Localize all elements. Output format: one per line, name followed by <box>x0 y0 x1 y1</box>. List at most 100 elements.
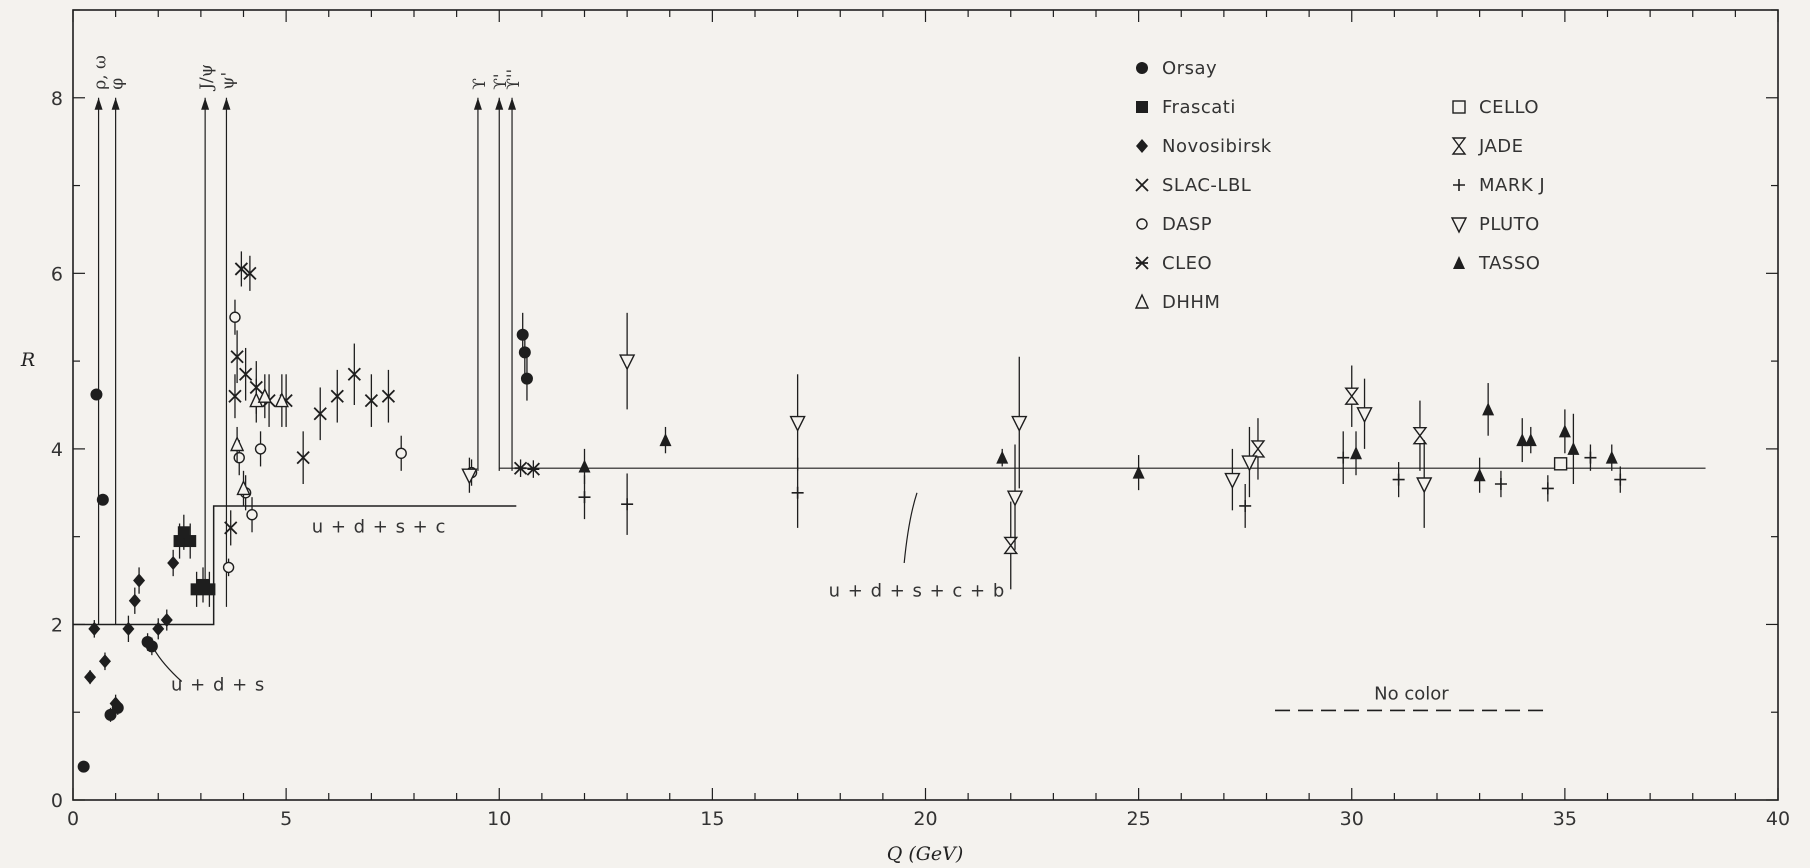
legend: Orsay Frascati Novosibirsk SLAC-LBL DASP CLEO… <box>1134 58 1545 313</box>
resonance-label: ϒ <box>470 78 490 90</box>
marker <box>167 556 180 570</box>
marker <box>1132 465 1145 479</box>
marker <box>222 561 235 574</box>
marker <box>1567 441 1580 455</box>
marker <box>145 640 158 653</box>
series-slac-lbl <box>224 251 396 546</box>
x-tick-label: 20 <box>913 808 937 830</box>
legend-item: TASSO <box>1453 253 1540 274</box>
series-cello <box>1553 457 1568 471</box>
series-cleo <box>513 459 540 478</box>
step-label-pointer <box>153 648 183 682</box>
marker <box>98 654 111 669</box>
marker <box>789 415 806 433</box>
marker <box>1011 415 1028 433</box>
marker <box>230 435 245 452</box>
legend-label: SLAC-LBL <box>1162 175 1251 196</box>
marker <box>578 491 591 504</box>
marker <box>364 393 379 408</box>
data-points <box>77 251 1627 773</box>
marker <box>160 613 173 628</box>
axes: 0 5 10 15 20 25 30 35 40 0 2 4 6 8 <box>51 9 1790 830</box>
marker <box>122 621 135 636</box>
x-tick-label: 30 <box>1340 808 1364 830</box>
series-tasso <box>578 383 1618 493</box>
marker <box>618 354 636 371</box>
marker <box>513 461 528 475</box>
legend-label: JADE <box>1478 136 1524 157</box>
legend-item: Frascati <box>1136 97 1235 118</box>
legend-item: Novosibirsk <box>1136 136 1271 157</box>
marker <box>296 451 310 465</box>
y-tick-label: 6 <box>51 263 63 285</box>
marker <box>229 311 241 323</box>
resonance-arrowhead <box>111 97 120 110</box>
marker <box>1136 62 1148 74</box>
quark-steps: u + d + s u + d + s + c u + d + s + c + b N… <box>73 467 1706 712</box>
legend-item: PLUTO <box>1450 214 1540 235</box>
series-orsay <box>77 312 533 773</box>
step-label-2: u + d + s + c + b <box>829 580 1006 601</box>
marker <box>1337 451 1350 464</box>
legend-item: SLAC-LBL <box>1135 175 1251 196</box>
legend-label: Orsay <box>1162 58 1217 79</box>
marker <box>234 262 249 276</box>
legend-label: CELLO <box>1479 97 1539 118</box>
marker <box>90 388 103 401</box>
y-tick-label: 8 <box>51 88 63 110</box>
marker <box>1541 482 1554 495</box>
marker <box>133 573 146 588</box>
marker <box>1451 137 1467 155</box>
legend-item: DHHM <box>1134 292 1220 313</box>
x-tick-label: 15 <box>700 808 724 830</box>
marker <box>1553 457 1568 471</box>
y-tick-label: 2 <box>51 614 63 636</box>
resonance-arrowhead <box>508 97 517 110</box>
marker <box>1412 427 1428 445</box>
marker <box>128 593 141 608</box>
x-tick-label: 40 <box>1766 808 1790 830</box>
marker <box>1494 478 1507 490</box>
marker <box>238 367 253 381</box>
series-jade <box>1003 365 1428 590</box>
series-pluto <box>461 312 1433 550</box>
marker <box>257 387 272 403</box>
marker <box>461 468 478 485</box>
marker <box>230 350 244 364</box>
marker <box>1584 451 1597 464</box>
resonance-label: ϒ' <box>491 73 511 89</box>
marker <box>152 621 165 636</box>
step-label-pointer <box>903 492 918 564</box>
resonance-arrowhead <box>94 97 103 110</box>
marker <box>1453 256 1465 269</box>
marker <box>1605 450 1618 464</box>
marker <box>1450 217 1468 234</box>
marker <box>347 367 361 381</box>
marker <box>1516 433 1529 447</box>
resonance-label: φ <box>108 78 128 90</box>
resonance-label: ϒ'' <box>504 69 524 90</box>
x-axis-label: Q (GeV) <box>887 843 964 865</box>
marker <box>1239 499 1252 512</box>
marker <box>1241 455 1258 472</box>
x-tick-label: 0 <box>67 808 79 830</box>
plot-frame <box>72 9 1779 801</box>
marker <box>1135 256 1149 270</box>
marker <box>1453 179 1465 191</box>
y-axis-label: R <box>20 349 35 371</box>
marker <box>526 462 540 476</box>
legend-item: Orsay <box>1136 58 1217 79</box>
resonance-arrows: ρ, ωφ J/ψ ψ' ϒ ϒ'ϒ'' <box>91 55 524 625</box>
legend-label: MARK J <box>1479 175 1545 196</box>
marker <box>1350 446 1363 460</box>
marker <box>1136 101 1148 113</box>
marker <box>1135 178 1149 192</box>
legend-item: DASP <box>1136 214 1212 235</box>
marker <box>1558 424 1571 438</box>
marker <box>1614 473 1627 486</box>
resonance-arrowhead <box>222 97 231 110</box>
y-tick-label: 4 <box>51 439 63 461</box>
marker <box>246 509 258 521</box>
legend-label: PLUTO <box>1479 214 1540 235</box>
x-tick-label: 35 <box>1553 808 1577 830</box>
